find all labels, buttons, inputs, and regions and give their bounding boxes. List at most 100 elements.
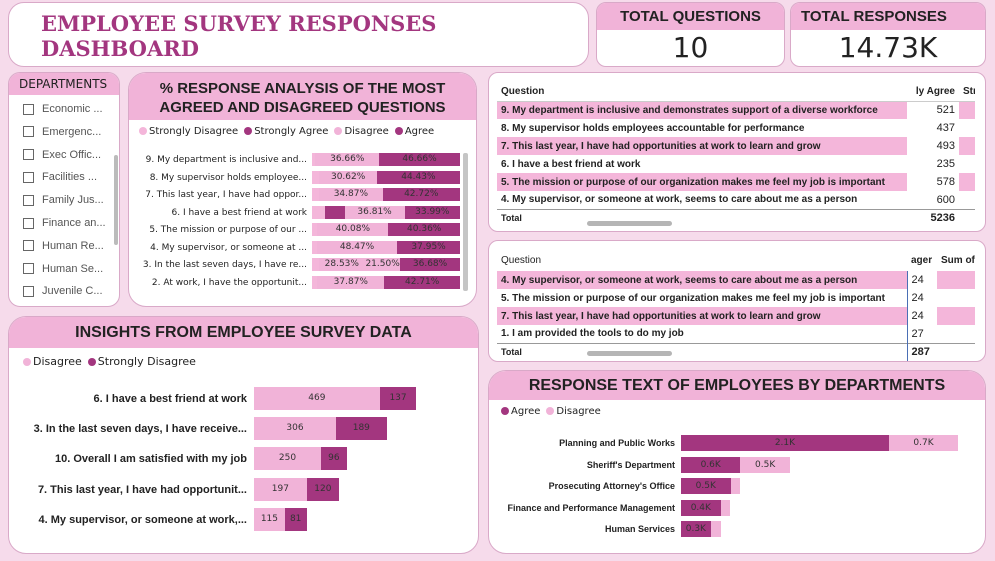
table-row[interactable]: 7. This last year, I have had opportunit… (497, 307, 975, 325)
bar-segment[interactable] (740, 456, 790, 473)
checkbox[interactable] (23, 103, 34, 115)
bar-segment[interactable] (312, 240, 317, 254)
checkbox[interactable] (23, 285, 34, 297)
bar-segment[interactable] (312, 275, 318, 289)
category-label: Human Services (604, 524, 675, 534)
bar-segment[interactable] (319, 188, 383, 201)
bar-segment[interactable] (317, 223, 389, 236)
bar-segment[interactable] (400, 258, 460, 271)
col-question[interactable]: Question (501, 254, 542, 266)
bar-segment[interactable] (382, 188, 460, 201)
bar-segment[interactable] (336, 417, 387, 441)
bar-segment[interactable] (318, 258, 366, 271)
data-label: 0.4K (690, 502, 711, 513)
table-row[interactable]: 6. I have a best friend at work 235 (497, 155, 975, 173)
bar-segment[interactable] (388, 223, 460, 236)
bar-segment[interactable] (681, 456, 741, 473)
table-row[interactable]: 1. I am provided the tools to do my job 2… (497, 325, 975, 343)
checkbox[interactable] (23, 126, 34, 138)
data-label: 81 (289, 513, 302, 524)
top-agree-table: Question ly Agree Str 9. My department i… (497, 83, 975, 227)
data-label: 46.66% (402, 154, 437, 164)
col-question[interactable]: Question (497, 83, 907, 102)
slicer-item[interactable]: Human Se... (23, 258, 115, 281)
bar-segment[interactable] (312, 258, 319, 271)
bar-segment[interactable] (254, 507, 285, 531)
bar-segment[interactable] (312, 188, 320, 201)
slicer-item[interactable]: Juvenile C... (23, 280, 115, 303)
bar-segment[interactable] (317, 275, 385, 289)
bar-segment[interactable] (888, 435, 959, 451)
bar-segment[interactable] (379, 153, 460, 166)
slicer-scrollbar[interactable] (114, 155, 118, 245)
bar-segment[interactable] (710, 521, 721, 537)
bar-segment[interactable] (730, 478, 741, 494)
bar-segment[interactable] (312, 223, 318, 236)
checkbox[interactable] (23, 171, 34, 183)
table-row[interactable]: 4. My supervisor, or someone at work, se… (497, 191, 975, 209)
bar-segment[interactable] (254, 387, 380, 410)
bar-segment[interactable] (254, 417, 336, 441)
slicer-item[interactable]: Finance an... (23, 212, 115, 235)
category-label: 3. In the last seven days, I have receiv… (33, 423, 247, 436)
t1-h-scrollbar[interactable] (587, 221, 672, 226)
legend-strongly-disagree: Strongly Disagree (139, 126, 238, 137)
checkbox[interactable] (23, 263, 34, 275)
table-row[interactable]: 5. The mission or purpose of our organiz… (497, 173, 975, 191)
bar-segment[interactable] (344, 205, 405, 219)
chart1-scrollbar[interactable] (463, 153, 468, 291)
table-total-row: Total 287 (497, 343, 975, 361)
slicer-item[interactable]: Exec Offic... (23, 144, 115, 167)
bar-segment[interactable] (306, 477, 339, 501)
table-row[interactable]: 5. The mission or purpose of our organiz… (497, 289, 975, 307)
bar-segment[interactable] (681, 478, 731, 494)
bar-segment[interactable] (312, 205, 326, 219)
bar-segment[interactable] (319, 170, 377, 184)
bar-segment[interactable] (321, 447, 347, 471)
checkbox[interactable] (23, 240, 34, 252)
bar-segment[interactable] (379, 387, 417, 410)
departments-slicer: DEPARTMENTS Economic ... Emergenc... Exec … (8, 72, 120, 307)
bar-segment[interactable] (284, 507, 307, 531)
slicer-item[interactable]: Emergenc... (23, 121, 115, 144)
bar-segment[interactable] (681, 521, 711, 537)
bar-segment[interactable] (312, 153, 316, 166)
cell-extra (959, 173, 975, 191)
kpi-label: TOTAL QUESTIONS (597, 3, 784, 30)
cell-extra (937, 325, 975, 343)
slicer-item[interactable]: Economic ... (23, 98, 115, 121)
bar-segment[interactable] (404, 205, 460, 219)
bar-segment[interactable] (254, 447, 321, 471)
kpi-total-questions: TOTAL QUESTIONS 10 (596, 2, 785, 67)
col-value[interactable]: ager (911, 254, 933, 266)
table-row[interactable]: 9. My department is inclusive and demons… (497, 101, 975, 119)
cell-value: 24 (906, 289, 937, 307)
bar-segment[interactable] (254, 477, 307, 501)
bar-segment[interactable] (681, 435, 889, 451)
col-extra[interactable]: Str (959, 83, 975, 102)
t2-h-scrollbar[interactable] (587, 351, 672, 356)
bar-segment[interactable] (315, 153, 380, 166)
bar-segment[interactable] (681, 499, 721, 516)
bar-segment[interactable] (720, 499, 731, 516)
bar-segment[interactable] (397, 240, 460, 254)
bar-segment[interactable] (312, 170, 320, 184)
table-row[interactable]: 4. My supervisor, or someone at work, se… (497, 271, 975, 289)
col-extra[interactable]: Sum of (941, 254, 975, 266)
bar-segment[interactable] (325, 205, 345, 219)
checkbox[interactable] (23, 194, 34, 206)
bar-segment[interactable] (365, 258, 401, 271)
col-value[interactable]: ly Agree (907, 83, 959, 102)
table-row[interactable]: 8. My supervisor holds employees account… (497, 119, 975, 137)
table-row[interactable]: 7. This last year, I have had opportunit… (497, 137, 975, 155)
bar-segment[interactable] (316, 240, 398, 254)
slicer-item[interactable]: Facilities ... (23, 166, 115, 189)
bar-segment[interactable] (376, 170, 460, 184)
title-line-2: AGREED AND DISAGREED QUESTIONS (159, 99, 446, 116)
checkbox[interactable] (23, 217, 34, 229)
cell-value: 437 (907, 119, 959, 137)
checkbox[interactable] (23, 149, 34, 161)
slicer-item[interactable]: Human Re... (23, 235, 115, 258)
bar-segment[interactable] (384, 275, 460, 289)
slicer-item[interactable]: Family Jus... (23, 189, 115, 212)
